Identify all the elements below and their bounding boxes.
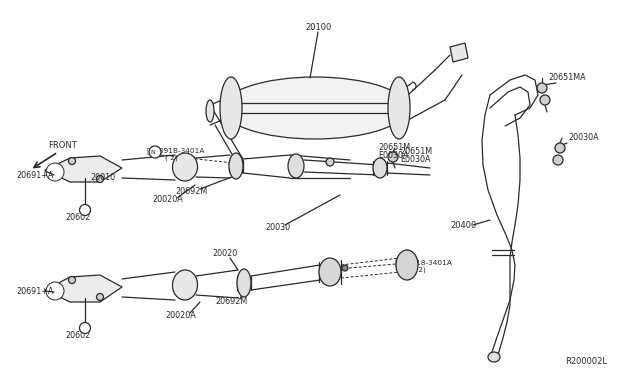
Circle shape [388, 152, 398, 162]
Circle shape [231, 160, 237, 166]
Text: 20010: 20010 [90, 173, 115, 183]
Polygon shape [450, 43, 468, 62]
Circle shape [149, 146, 161, 158]
Ellipse shape [488, 352, 500, 362]
Text: 20100: 20100 [305, 22, 332, 32]
Text: 20692M: 20692M [215, 298, 247, 307]
Circle shape [540, 95, 550, 105]
Text: N: N [150, 150, 156, 154]
Text: ( 2): ( 2) [165, 155, 178, 161]
Text: 20651M: 20651M [400, 148, 432, 157]
Ellipse shape [206, 100, 214, 122]
Circle shape [68, 276, 76, 283]
Circle shape [342, 265, 348, 271]
Circle shape [537, 83, 547, 93]
Ellipse shape [237, 269, 251, 297]
Text: 20030: 20030 [265, 224, 290, 232]
Text: 20692M: 20692M [175, 187, 207, 196]
Ellipse shape [396, 250, 418, 280]
Circle shape [79, 323, 90, 334]
Ellipse shape [288, 154, 304, 178]
Circle shape [555, 143, 565, 153]
Ellipse shape [173, 153, 198, 181]
Text: FRONT: FRONT [48, 141, 77, 150]
Text: 20691+A: 20691+A [16, 170, 53, 180]
Circle shape [397, 258, 409, 270]
Polygon shape [45, 156, 122, 182]
Text: 20651M: 20651M [378, 144, 410, 153]
Text: 20030A: 20030A [568, 134, 598, 142]
Circle shape [97, 176, 104, 183]
Circle shape [97, 294, 104, 301]
Text: ( 2): ( 2) [413, 267, 426, 273]
Text: 20602: 20602 [65, 330, 90, 340]
Text: 20400: 20400 [450, 221, 476, 230]
Ellipse shape [173, 270, 198, 300]
Text: N: N [399, 262, 403, 266]
Text: E0030A: E0030A [400, 155, 431, 164]
Text: 20020A: 20020A [165, 311, 196, 320]
Ellipse shape [46, 282, 64, 300]
Text: 20020: 20020 [212, 248, 237, 257]
Circle shape [326, 158, 334, 166]
Polygon shape [45, 275, 122, 302]
Text: 20651MA: 20651MA [548, 74, 586, 83]
Ellipse shape [319, 258, 341, 286]
Text: 20602: 20602 [65, 212, 90, 221]
Text: 20691+A: 20691+A [16, 288, 53, 296]
Text: R200002L: R200002L [565, 357, 607, 366]
Ellipse shape [46, 163, 64, 181]
Text: E0030A: E0030A [378, 151, 408, 160]
Ellipse shape [229, 153, 243, 179]
Circle shape [68, 157, 76, 164]
Ellipse shape [223, 77, 408, 139]
Circle shape [553, 155, 563, 165]
Ellipse shape [388, 77, 410, 139]
Ellipse shape [373, 158, 387, 178]
Ellipse shape [220, 77, 242, 139]
Text: ⓝ 08918-3401A: ⓝ 08918-3401A [395, 260, 452, 266]
Circle shape [79, 205, 90, 215]
Text: ⓝ 0B91B-3401A: ⓝ 0B91B-3401A [147, 148, 204, 154]
Text: 20020A: 20020A [152, 196, 183, 205]
